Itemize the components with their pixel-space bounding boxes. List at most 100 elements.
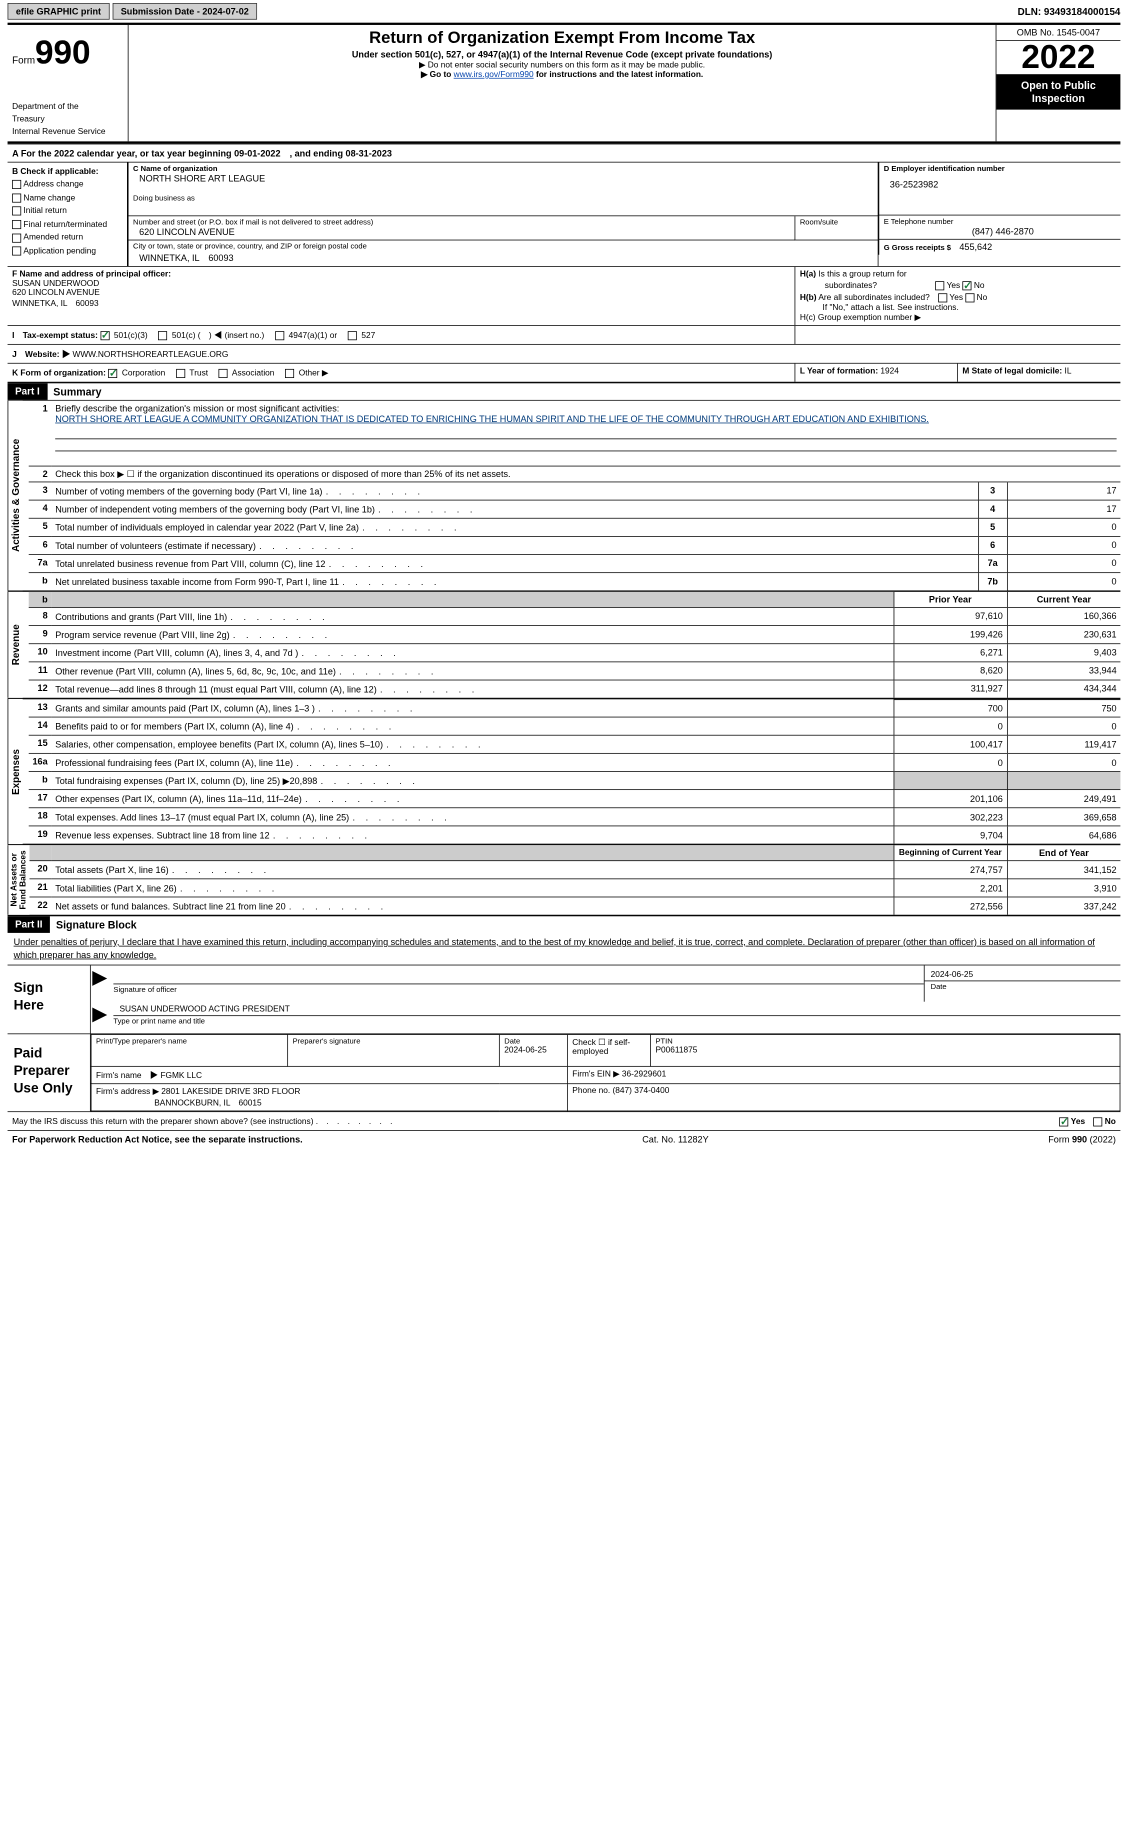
part1-title: Summary xyxy=(47,383,107,400)
mission-text: NORTH SHORE ART LEAGUE A COMMUNITY ORGAN… xyxy=(55,413,1116,424)
prep-name-label: Print/Type preparer's name xyxy=(96,1037,283,1045)
cb-trust[interactable] xyxy=(176,369,185,378)
form-footer: Form 990 (2022) xyxy=(1048,1134,1116,1145)
j-label: J Website: ▶ xyxy=(12,350,70,359)
firm-addr2: BANNOCKBURN, IL 60015 xyxy=(154,1098,261,1107)
cb-corp[interactable] xyxy=(108,369,117,378)
cb-amended-return[interactable] xyxy=(12,233,21,242)
room-label: Room/suite xyxy=(800,218,873,226)
sig-date-label: Date xyxy=(925,980,1121,992)
cb-assoc[interactable] xyxy=(219,369,228,378)
side-revenue: Revenue xyxy=(8,592,23,698)
j-website: WWW.NORTHSHOREARTLEAGUE.ORG xyxy=(72,350,228,359)
cat-no: Cat. No. 11282Y xyxy=(642,1134,708,1145)
e-phone-label: E Telephone number xyxy=(884,217,1116,225)
addr-label: Number and street (or P.O. box if mail i… xyxy=(133,218,790,226)
e-phone-value: (847) 446-2870 xyxy=(884,226,1116,237)
discuss-label: May the IRS discuss this return with the… xyxy=(12,1115,392,1127)
city-value: WINNETKA, IL 60093 xyxy=(133,251,873,264)
l-value: 1924 xyxy=(880,366,899,375)
form-label: Form xyxy=(12,54,35,65)
c-name-label: C Name of organization xyxy=(133,164,873,172)
q1-label: Briefly describe the organization's miss… xyxy=(55,403,1116,414)
q2-text: Check this box ▶ ☐ if the organization d… xyxy=(51,466,1120,481)
k-label: K Form of organization: xyxy=(12,369,106,378)
cb-application-pending[interactable] xyxy=(12,247,21,256)
cb-other[interactable] xyxy=(285,369,294,378)
cb-initial-return[interactable] xyxy=(12,207,21,216)
declaration-text: Under penalties of perjury, I declare th… xyxy=(8,933,1121,964)
cb-final-return[interactable] xyxy=(12,220,21,229)
f-officer-addr2: WINNETKA, IL 60093 xyxy=(12,297,790,309)
d-ein-label: D Employer identification number xyxy=(884,164,1116,172)
firm-ein-label: Firm's EIN ▶ xyxy=(572,1069,619,1078)
officer-name-line: ▶SUSAN UNDERWOOD ACTING PRESIDENT xyxy=(113,1001,1120,1015)
form-note-2: ▶ Go to www.irs.gov/Form990 for instruct… xyxy=(135,70,990,80)
m-label: M State of legal domicile: xyxy=(962,366,1062,375)
paid-preparer-label: PaidPreparerUse Only xyxy=(8,1034,91,1111)
officer-signature-line[interactable]: ▶ xyxy=(113,965,923,984)
h-c: H(c) Group exemption number ▶ xyxy=(800,312,1116,322)
cb-501c[interactable] xyxy=(158,331,167,340)
section-b: B Check if applicable: Address change Na… xyxy=(8,162,129,266)
dba-label: Doing business as xyxy=(133,194,873,202)
l-label: L Year of formation: xyxy=(800,366,878,375)
f-officer-name: SUSAN UNDERWOOD xyxy=(12,279,790,288)
part1-header: Part I xyxy=(8,383,48,400)
f-officer-label: F Name and address of principal officer: xyxy=(12,270,790,279)
side-netassets: Net Assets orFund Balances xyxy=(8,845,30,915)
cb-527[interactable] xyxy=(348,331,357,340)
firm-ein-value: 36-2929601 xyxy=(622,1069,666,1078)
submission-date-button[interactable]: Submission Date - 2024-07-02 xyxy=(112,3,257,20)
form-subtitle: Under section 501(c), 527, or 4947(a)(1)… xyxy=(135,49,990,60)
part2-title: Signature Block xyxy=(50,916,143,933)
col-prior-year: Prior Year xyxy=(894,592,1007,607)
form-note-1: ▶ Do not enter social security numbers o… xyxy=(135,60,990,70)
irs-link[interactable]: www.irs.gov/Form990 xyxy=(454,70,534,79)
ptin-label: PTIN xyxy=(655,1037,1115,1045)
h-b: H(b) Are all subordinates included? Yes … xyxy=(800,291,1116,303)
cb-discuss-yes[interactable] xyxy=(1059,1117,1068,1126)
form-title: Return of Organization Exempt From Incom… xyxy=(135,28,990,48)
sig-date-value: 2024-06-25 xyxy=(925,965,1121,980)
prep-date-label: Date xyxy=(504,1037,562,1045)
officer-name-label: Type or print name and title xyxy=(91,1016,1121,1033)
ptin-value: P00611875 xyxy=(655,1045,1115,1054)
f-officer-addr1: 620 LINCOLN AVENUE xyxy=(12,288,790,297)
top-bar: efile GRAPHIC print Submission Date - 20… xyxy=(8,0,1121,23)
pra-notice: For Paperwork Reduction Act Notice, see … xyxy=(12,1134,303,1145)
col-current-year: Current Year xyxy=(1007,592,1120,607)
cb-name-change[interactable] xyxy=(12,193,21,202)
side-activities: Activities & Governance xyxy=(8,400,23,590)
city-label: City or town, state or province, country… xyxy=(133,242,873,250)
cb-address-change[interactable] xyxy=(12,180,21,189)
h-note: If "No," attach a list. See instructions… xyxy=(800,303,1116,312)
firm-phone-label: Phone no. xyxy=(572,1086,610,1095)
cb-discuss-no[interactable] xyxy=(1093,1117,1102,1126)
dln-label: DLN: 93493184000154 xyxy=(1018,6,1121,17)
d-ein-value: 36-2523982 xyxy=(884,173,1116,190)
firm-phone-value: (847) 374-0400 xyxy=(613,1086,670,1095)
sign-here-label: SignHere xyxy=(8,965,91,1033)
addr-value: 620 LINCOLN AVENUE xyxy=(133,226,790,237)
firm-addr1: 2801 LAKESIDE DRIVE 3RD FLOOR xyxy=(161,1087,300,1096)
officer-sig-label: Signature of officer xyxy=(91,984,924,1001)
prep-sig-label: Preparer's signature xyxy=(293,1037,495,1045)
prep-date-value: 2024-06-25 xyxy=(504,1045,562,1054)
m-value: IL xyxy=(1065,366,1072,375)
g-receipts-label: G Gross receipts $ xyxy=(884,244,951,252)
c-name-value: NORTH SHORE ART LEAGUE xyxy=(133,173,873,184)
cb-501c3[interactable] xyxy=(100,331,109,340)
col-bcy: Beginning of Current Year xyxy=(894,845,1007,860)
open-to-public: Open to PublicInspection xyxy=(996,75,1120,109)
efile-print-button[interactable]: efile GRAPHIC print xyxy=(8,3,110,20)
firm-name-label: Firm's name ▶ xyxy=(96,1071,158,1080)
prep-self-employed: Check ☐ if self-employed xyxy=(567,1034,650,1066)
h-a: H(a) Is this a group return for subordin… xyxy=(800,270,1116,291)
cb-4947[interactable] xyxy=(275,331,284,340)
i-label: I Tax-exempt status: xyxy=(12,331,98,340)
form-number: 990 xyxy=(35,34,91,71)
side-expenses: Expenses xyxy=(8,699,23,844)
col-eoy: End of Year xyxy=(1007,845,1120,860)
tax-year: 2022 xyxy=(996,41,1120,75)
